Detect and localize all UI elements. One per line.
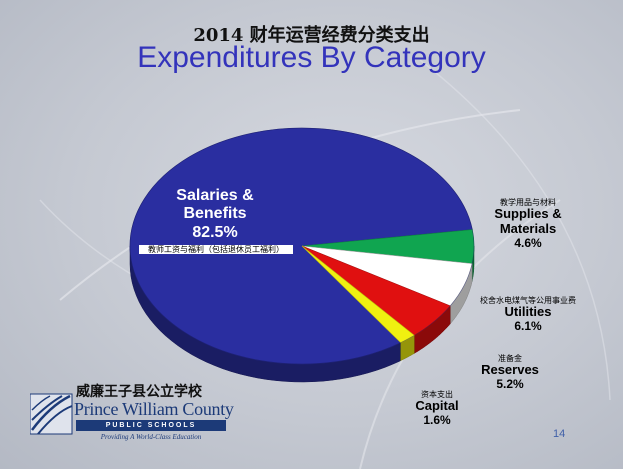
label-salaries-chinese: 教师工资与福利（包括退休员工福利） (139, 245, 293, 255)
page-number: 14 (553, 428, 566, 440)
label-reserves-name: Reserves (481, 362, 539, 378)
pie-rim (129, 127, 475, 365)
label-salaries-name: Salaries & Benefits (176, 187, 254, 223)
logo-tagline: Providing A World-Class Education (100, 433, 202, 441)
label-supplies-materials: 教学用品与材料 Supplies & Materials 4.6% (488, 198, 568, 251)
label-capital-percent: 1.6% (423, 413, 451, 428)
label-capital-chinese: 资本支出 (421, 390, 453, 399)
label-utilities-chinese: 校舍水电煤气等公用事业费 (480, 296, 576, 305)
label-reserves-chinese: 准备金 (498, 354, 522, 363)
logo-name-chinese: 威廉王子县公立学校 (76, 384, 202, 400)
label-reserves-percent: 5.2% (496, 377, 524, 392)
label-utilities: 校舍水电煤气等公用事业费 Utilities 6.1% (478, 296, 578, 334)
label-capital: 资本支出 Capital 1.6% (408, 390, 466, 428)
slide-title-chinese: 2014 财年运营经费分类支出 (193, 25, 430, 46)
label-supplies-chinese: 教学用品与材料 (500, 198, 556, 207)
slide-title: Expenditures By Category (137, 41, 486, 74)
label-supplies-percent: 4.6% (514, 236, 542, 251)
logo-bar: PUBLIC SCHOOLS (76, 420, 226, 431)
label-utilities-percent: 6.1% (514, 319, 542, 334)
label-reserves: 准备金 Reserves 5.2% (480, 354, 540, 392)
label-salaries-benefits: Salaries & Benefits 82.5% 教师工资与福利（包括退休员工… (139, 187, 293, 255)
label-supplies-name: Supplies & Materials (494, 206, 562, 237)
school-logo-icon (30, 393, 73, 435)
logo-name: Prince William County (74, 399, 234, 419)
label-capital-name: Capital (415, 398, 459, 414)
label-utilities-name: Utilities (504, 304, 552, 320)
label-salaries-percent: 82.5% (192, 223, 238, 241)
